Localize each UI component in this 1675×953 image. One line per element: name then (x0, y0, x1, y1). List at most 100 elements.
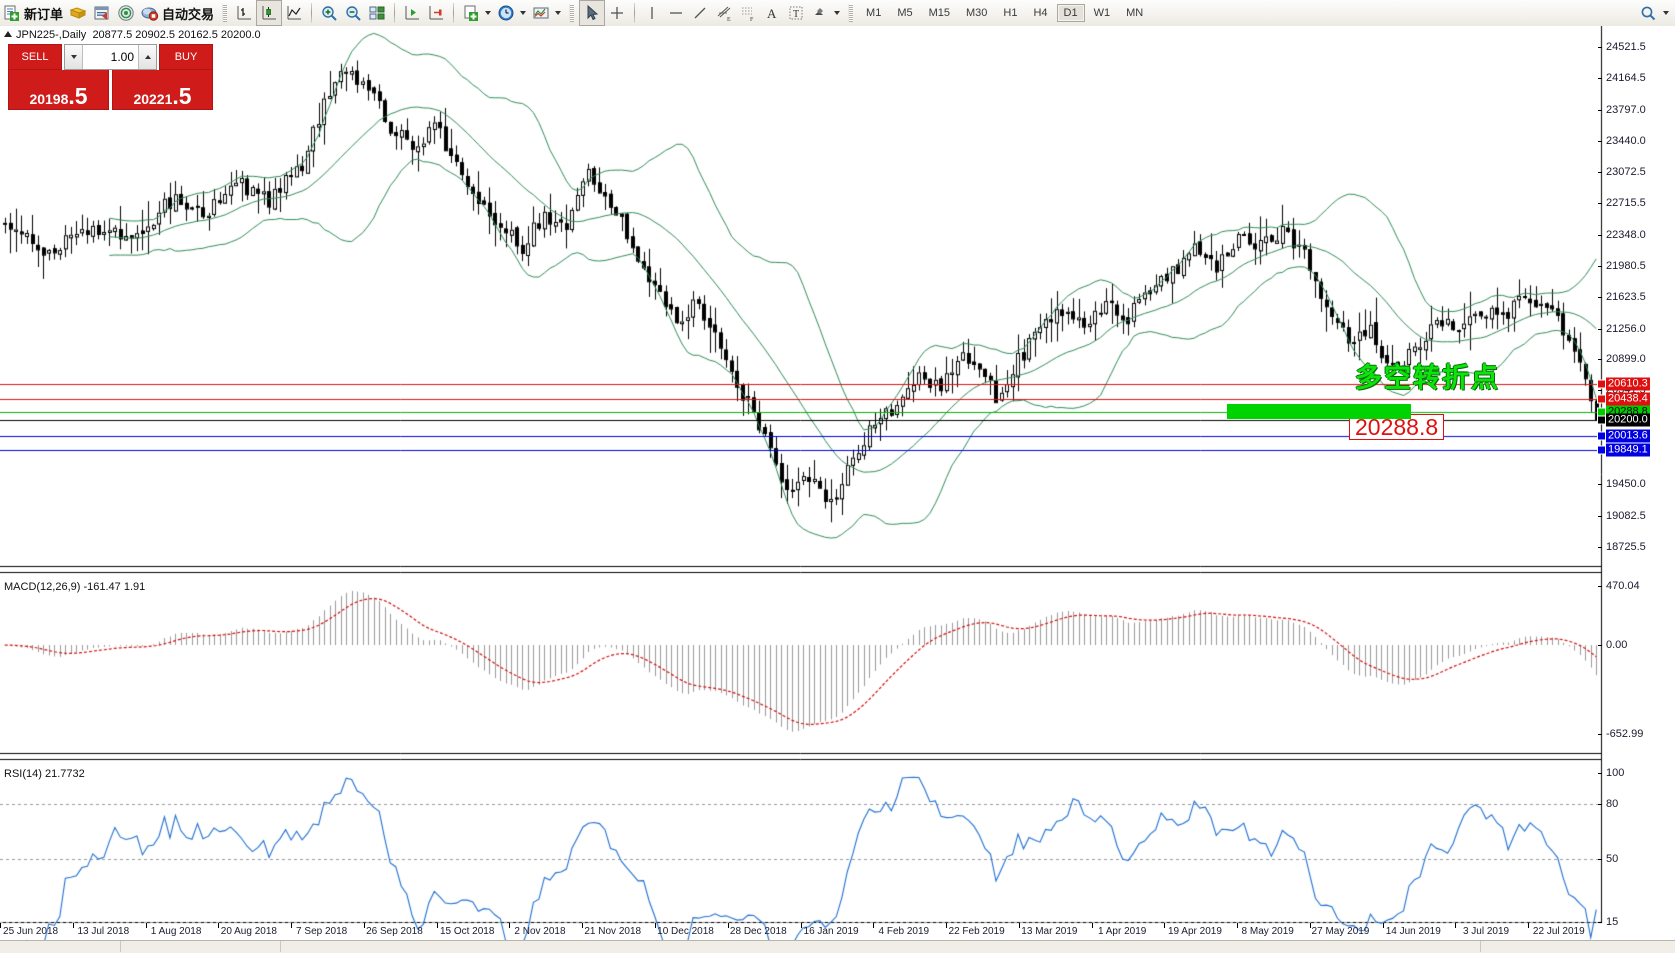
price-axis-label: 21980.5 (1606, 260, 1646, 273)
candlestick-chart-button[interactable] (256, 0, 283, 26)
date-axis-label: 13 Jul 2018 (77, 926, 130, 937)
new-order-label: 新订单 (24, 6, 64, 22)
price-axis-tick (1598, 328, 1602, 330)
price-level-tag[interactable]: 20200.0 (1606, 413, 1650, 427)
price-level-handle[interactable] (1597, 431, 1606, 441)
data-window-button[interactable] (90, 1, 114, 25)
timeframe-m1[interactable]: M1 (866, 7, 882, 19)
zoom-out-icon (344, 4, 362, 22)
date-axis-tick (436, 923, 438, 928)
timeframe-m15[interactable]: M15 (928, 7, 950, 19)
price-level-handle[interactable] (1597, 415, 1606, 425)
period-button[interactable] (494, 1, 529, 25)
one-click-trading-panel[interactable]: SELL 1.00 BUY 20198.5 20221.5 (8, 44, 213, 110)
templates-icon (532, 4, 550, 22)
price-axis-label: 24521.5 (1606, 41, 1646, 54)
price-level-tag[interactable]: 20013.6 (1606, 429, 1650, 443)
add-indicator-button[interactable] (459, 1, 494, 25)
timeframe-h4[interactable]: H4 (1033, 7, 1048, 19)
toolbar-grip-3[interactable] (848, 4, 854, 22)
horizontal-line-button[interactable] (664, 1, 688, 25)
elliott-wave-icon: E (715, 4, 733, 23)
autotrading-icon (141, 4, 159, 22)
chevron-down-icon[interactable] (485, 11, 492, 15)
price-level-tag[interactable]: 19849.1 (1606, 443, 1650, 457)
timeframe-mn[interactable]: MN (1126, 7, 1144, 19)
volume-stepper[interactable]: 1.00 (64, 44, 157, 70)
price-level-tag[interactable]: 20610.3 (1606, 377, 1650, 391)
trendline-button[interactable] (688, 1, 712, 25)
volume-input[interactable]: 1.00 (110, 50, 134, 64)
shapes-button[interactable] (808, 1, 843, 25)
chevron-down-icon[interactable] (555, 11, 562, 15)
bar-chart-button[interactable] (232, 1, 256, 25)
cursor-button[interactable] (579, 0, 606, 26)
date-axis-tick (1091, 923, 1093, 928)
signals-button[interactable] (114, 1, 138, 25)
sell-price-button[interactable]: 20198.5 (8, 70, 109, 110)
timeframe-d1[interactable]: D1 (1056, 4, 1085, 22)
search-icon[interactable] (1639, 4, 1657, 22)
price-level-handle[interactable] (1597, 394, 1606, 404)
zoom-out-button[interactable] (341, 1, 365, 25)
chart-area[interactable]: JPN225-,Daily 20877.5 20902.5 20162.5 20… (0, 26, 1675, 953)
collapse-triangle-icon[interactable] (4, 31, 12, 38)
volume-increment-button[interactable] (138, 45, 156, 69)
toolbar-grip-2[interactable] (569, 4, 575, 22)
date-axis-tick (1455, 923, 1457, 928)
subchart-axis-tick (1598, 858, 1602, 860)
date-axis-tick (0, 923, 1, 928)
chevron-down-icon[interactable] (520, 11, 527, 15)
chevron-down-icon[interactable] (834, 11, 841, 15)
tile-windows-button[interactable] (365, 1, 389, 25)
scroll-end-button[interactable] (400, 1, 424, 25)
templates-button[interactable] (529, 1, 564, 25)
date-axis-tick (1164, 923, 1166, 928)
price-level-handle[interactable] (1597, 379, 1606, 389)
price-axis-tick (1598, 515, 1602, 517)
shapes-icon (811, 4, 829, 22)
subchart-axis-label: 15 (1606, 916, 1619, 928)
timeframe-m30[interactable]: M30 (966, 7, 988, 19)
autotrading-button[interactable]: 自动交易 (138, 1, 217, 25)
price-axis-label: 20899.0 (1606, 353, 1646, 366)
price-level-handle[interactable] (1597, 445, 1606, 455)
green-highlight-bar[interactable] (1227, 404, 1411, 419)
vertical-line-button[interactable] (640, 1, 664, 25)
elliott-wave-button[interactable]: E (712, 1, 736, 25)
chevron-down-icon[interactable] (1663, 11, 1669, 15)
toolbar-separator-3 (453, 3, 455, 23)
zoom-in-button[interactable] (317, 1, 341, 25)
signals-icon (117, 4, 135, 22)
date-axis-label: 1 Apr 2019 (1097, 926, 1147, 937)
svg-text:A: A (767, 6, 777, 21)
data-window-icon (93, 4, 111, 22)
line-chart-button[interactable] (282, 1, 306, 25)
crosshair-button[interactable] (605, 1, 629, 25)
subchart-axis-label: 0.00 (1606, 639, 1628, 652)
date-axis-label: 3 Jul 2019 (1462, 926, 1510, 937)
buy-button[interactable]: BUY (159, 44, 213, 70)
add-indicator-icon (462, 4, 480, 22)
text-label-button[interactable]: T (784, 1, 808, 25)
sell-button[interactable]: SELL (8, 44, 62, 70)
chart-canvas[interactable] (0, 26, 1675, 953)
subchart-axis-label: 470.04 (1606, 580, 1640, 592)
toolbar-grip-1[interactable] (222, 4, 228, 22)
price-axis-label: 18725.5 (1606, 540, 1646, 553)
chinese-annotation[interactable]: 多空转折点 (1355, 363, 1500, 393)
sell-price-integer: 20198 (29, 91, 69, 107)
buy-price-button[interactable]: 20221.5 (112, 70, 213, 110)
fibonacci-button[interactable]: F (736, 1, 760, 25)
timeframe-m5[interactable]: M5 (897, 7, 913, 19)
price-level-tag[interactable]: 20438.4 (1606, 392, 1650, 406)
text-button[interactable]: A (760, 1, 784, 25)
volume-dropdown-button[interactable] (65, 45, 83, 69)
timeframe-w1[interactable]: W1 (1093, 7, 1111, 19)
shift-end-button[interactable] (424, 1, 448, 25)
new-order-button[interactable]: 新订单 (0, 1, 66, 25)
folder-button[interactable] (66, 1, 90, 25)
vertical-line-icon (643, 4, 661, 22)
timeframe-h1[interactable]: H1 (1003, 7, 1018, 19)
date-axis-tick (946, 923, 948, 928)
